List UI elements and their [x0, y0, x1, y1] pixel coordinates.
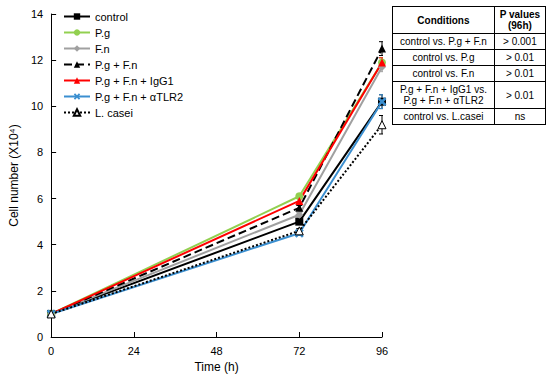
html-text:> 0.01: > 0.01: [505, 68, 534, 79]
svg-text:P.g + F.n + αTLR2: P.g + F.n + αTLR2: [95, 91, 183, 103]
svg-text:4: 4: [37, 239, 43, 251]
svg-text:Cell number (X10⁴): Cell number (X10⁴): [7, 124, 21, 227]
svg-text:2: 2: [37, 285, 43, 297]
svg-text:0: 0: [48, 345, 54, 357]
svg-text:96: 96: [376, 345, 388, 357]
html-text:> 0.01: > 0.01: [505, 89, 534, 101]
svg-text:14: 14: [31, 8, 43, 20]
html-text:> 0.001: > 0.001: [503, 36, 537, 47]
html-text:Conditions: Conditions: [417, 14, 470, 26]
svg-text:control: control: [95, 11, 128, 23]
html-text:> 0.01: > 0.01: [505, 52, 534, 63]
svg-text:P.g + F.n + IgG1: P.g + F.n + IgG1: [95, 75, 174, 87]
html-text:P.g + F.n + IgG1 vs. P.g + F.n: P.g + F.n + IgG1 vs. P.g + F.n + αTLR2: [399, 84, 487, 106]
svg-text:0: 0: [37, 331, 43, 343]
svg-text:24: 24: [128, 345, 140, 357]
svg-text:P.g: P.g: [95, 27, 110, 39]
html-text:control vs. L.casei: control vs. L.casei: [403, 111, 484, 122]
svg-text:48: 48: [210, 345, 222, 357]
svg-text:6: 6: [37, 193, 43, 205]
html-text:control vs. P.g: control vs. P.g: [412, 52, 475, 63]
svg-text:P.g + F.n: P.g + F.n: [95, 59, 137, 71]
html-text:control vs. F.n: control vs. F.n: [412, 68, 475, 79]
svg-text:L. casei: L. casei: [95, 107, 133, 119]
html-text:control vs. P.g + F.n: control vs. P.g + F.n: [400, 36, 487, 47]
svg-text:12: 12: [31, 54, 43, 66]
html-text:P values (96h): P values (96h): [499, 9, 541, 31]
html-text:ns: ns: [514, 111, 526, 122]
svg-text:10: 10: [31, 100, 43, 112]
svg-text:F.n: F.n: [95, 43, 110, 55]
svg-text:Time (h): Time (h): [194, 360, 238, 374]
svg-text:72: 72: [293, 345, 305, 357]
svg-text:8: 8: [37, 146, 43, 158]
